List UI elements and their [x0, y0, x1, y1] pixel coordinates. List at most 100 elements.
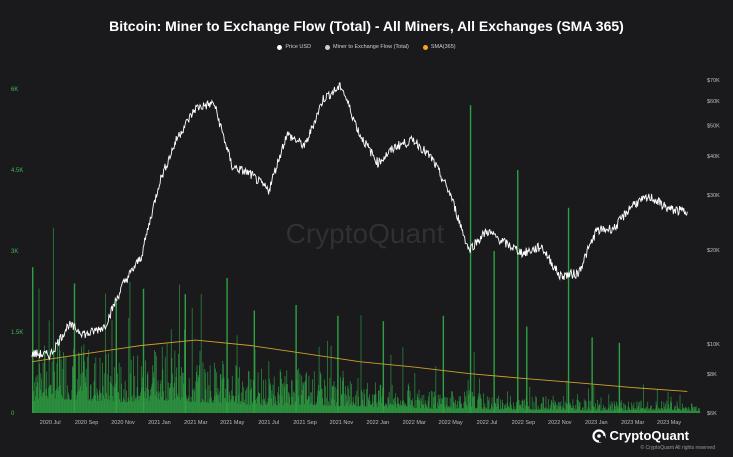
- legend-label: Price USD: [285, 44, 312, 50]
- flow-bar: [371, 404, 373, 413]
- flow-bar: [66, 399, 68, 413]
- flow-bar: [546, 407, 548, 413]
- flow-bar: [355, 395, 356, 413]
- flow-bar: [45, 395, 46, 413]
- flow-bar: [84, 361, 85, 413]
- flow-bar: [159, 391, 161, 413]
- flow-bar: [626, 410, 628, 413]
- flow-bar: [624, 404, 626, 413]
- flow-bar: [500, 399, 501, 413]
- flow-bar: [187, 400, 188, 413]
- flow-bar: [659, 409, 661, 413]
- flow-bar: [187, 398, 189, 413]
- flow-bar: [636, 401, 638, 413]
- flow-bar: [357, 406, 358, 413]
- flow-bar: [554, 400, 556, 413]
- flow-bar: [137, 395, 139, 413]
- flow-bar: [165, 400, 167, 413]
- flow-bar: [142, 377, 143, 413]
- flow-bar: [579, 401, 581, 413]
- flow-bar: [203, 400, 204, 413]
- flow-bar: [467, 380, 469, 413]
- flow-bar: [395, 393, 397, 413]
- flow-bar: [308, 375, 310, 413]
- flow-bar: [655, 408, 656, 413]
- flow-bar: [541, 403, 543, 413]
- flow-bar: [139, 396, 141, 413]
- flow-bar: [247, 386, 249, 413]
- flow-spike-bar: [442, 315, 445, 413]
- flow-bar: [440, 398, 442, 413]
- legend-item-flow[interactable]: Miner to Exchange Flow (Total): [325, 44, 409, 50]
- flow-bar: [366, 406, 368, 413]
- flow-bar: [491, 403, 492, 413]
- flow-bar: [446, 404, 447, 413]
- flow-bar: [351, 383, 352, 413]
- flow-bar: [450, 406, 452, 413]
- flow-bar: [686, 411, 688, 413]
- flow-bar: [461, 408, 463, 413]
- flow-bar: [524, 399, 525, 413]
- flow-bar: [538, 409, 540, 413]
- flow-bar: [50, 384, 52, 413]
- flow-bar: [34, 396, 36, 413]
- flow-bar: [367, 383, 368, 413]
- flow-bar: [217, 388, 219, 413]
- flow-bar: [572, 399, 574, 413]
- flow-bar: [49, 385, 51, 413]
- flow-bar: [389, 404, 391, 413]
- flow-bar: [399, 406, 401, 413]
- flow-bar: [575, 410, 577, 413]
- flow-bar: [49, 385, 51, 413]
- flow-bar: [628, 407, 630, 413]
- flow-bar: [91, 400, 93, 413]
- legend-item-price[interactable]: Price USD: [277, 44, 311, 50]
- legend-item-sma[interactable]: SMA(365): [422, 44, 456, 50]
- flow-bar: [483, 406, 485, 413]
- flow-bar: [407, 390, 409, 413]
- brand-logo: CryptoQuant: [591, 428, 689, 443]
- flow-bar: [417, 396, 419, 413]
- flow-bar: [468, 390, 470, 413]
- flow-bar: [85, 376, 87, 413]
- flow-bar: [145, 360, 146, 413]
- flow-bar: [312, 405, 314, 413]
- flow-bar: [546, 409, 547, 413]
- flow-bar: [508, 407, 510, 413]
- flow-bar: [52, 227, 54, 413]
- flow-bar: [252, 379, 254, 413]
- flow-bar: [490, 408, 492, 413]
- flow-bar: [650, 405, 652, 413]
- flow-bar: [464, 401, 466, 413]
- flow-bar: [431, 408, 433, 413]
- flow-bar: [196, 365, 198, 413]
- flow-bar: [330, 345, 332, 413]
- flow-bar: [695, 406, 697, 413]
- flow-bar: [141, 387, 143, 413]
- flow-bar: [208, 385, 210, 413]
- flow-bar: [57, 390, 59, 413]
- flow-bar: [170, 383, 172, 413]
- flow-bar: [574, 410, 576, 413]
- flow-bar: [78, 390, 80, 413]
- flow-bar: [42, 362, 44, 413]
- flow-bar: [444, 397, 446, 413]
- flow-bar: [96, 400, 97, 413]
- flow-bar: [324, 405, 326, 413]
- flow-bar: [279, 402, 280, 413]
- flow-bar: [65, 357, 67, 413]
- flow-bar: [100, 393, 102, 413]
- flow-bar: [273, 376, 275, 413]
- flow-bar: [64, 399, 66, 413]
- flow-bar: [661, 400, 662, 413]
- flow-bar: [535, 397, 537, 413]
- flow-bar: [246, 404, 248, 413]
- flow-bar: [124, 400, 125, 413]
- flow-bar: [377, 407, 379, 413]
- flow-bar: [376, 402, 378, 413]
- flow-bar: [416, 408, 418, 413]
- flow-bar: [240, 400, 242, 413]
- x-axis: 2020 Jul 2020 Sep 2020 Nov 2021 Jan 2021 Mar…: [40, 420, 682, 426]
- flow-bar: [456, 408, 458, 413]
- flow-bar: [163, 399, 165, 413]
